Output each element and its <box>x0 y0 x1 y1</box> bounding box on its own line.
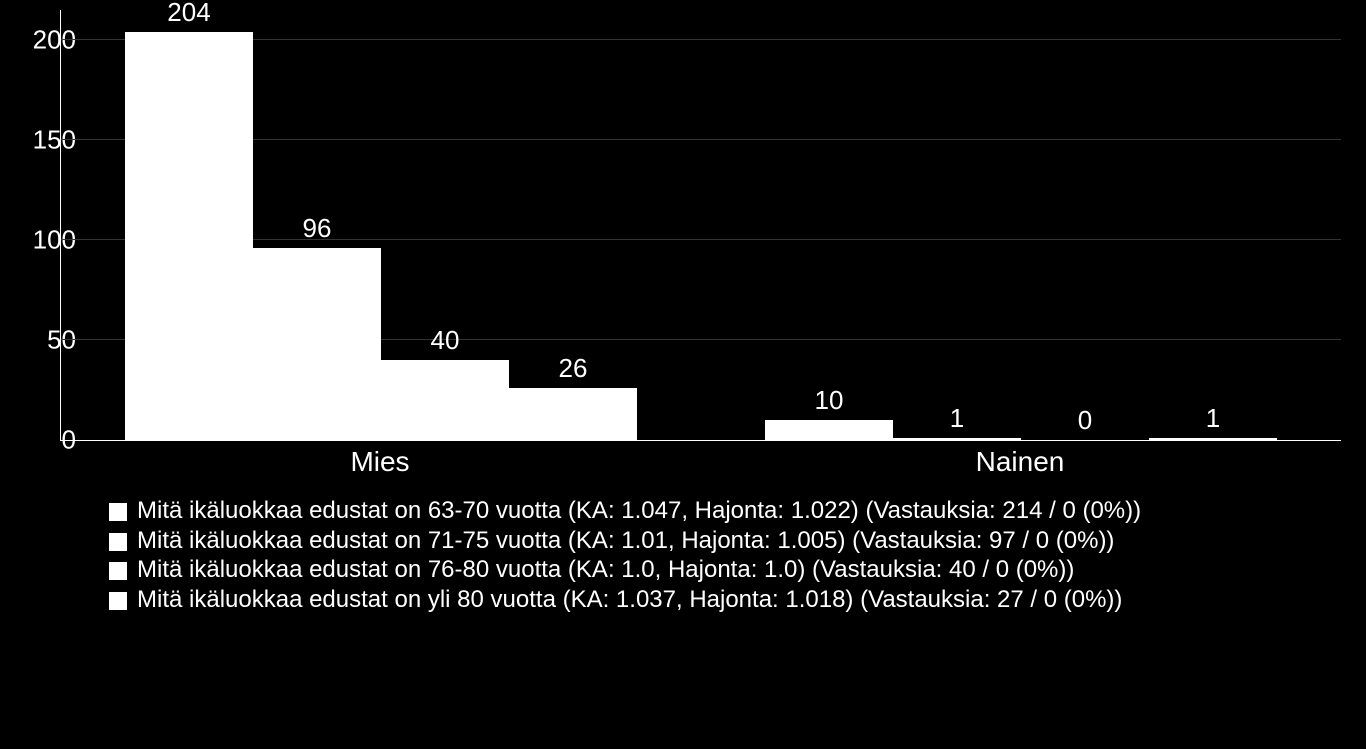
bar-mies-3: 26 <box>509 388 637 440</box>
bar-value-label: 10 <box>765 385 893 416</box>
bar-value-label: 26 <box>509 353 637 384</box>
bar-mies-2: 40 <box>381 360 509 440</box>
legend-label: Mitä ikäluokkaa edustat on yli 80 vuotta… <box>137 586 1122 614</box>
legend-item: Mitä ikäluokkaa edustat on 76-80 vuotta … <box>109 556 1289 584</box>
bar-nainen-3: 1 <box>1149 438 1277 440</box>
legend-item: Mitä ikäluokkaa edustat on 71-75 vuotta … <box>109 527 1289 555</box>
legend-swatch-icon <box>109 592 127 610</box>
plot-area: 204 96 40 26 10 1 0 1 <box>60 10 1341 441</box>
bars-container: 204 96 40 26 10 1 0 1 <box>61 10 1341 440</box>
legend-swatch-icon <box>109 562 127 580</box>
x-category-label: Nainen <box>976 446 1065 478</box>
bar-nainen-0: 10 <box>765 420 893 440</box>
bar-value-label: 204 <box>125 0 253 28</box>
bar-mies-0: 204 <box>125 32 253 440</box>
legend-label: Mitä ikäluokkaa edustat on 76-80 vuotta … <box>137 556 1074 584</box>
legend: Mitä ikäluokkaa edustat on 63-70 vuotta … <box>100 490 1298 620</box>
bar-value-label: 0 <box>1021 405 1149 436</box>
legend-item: Mitä ikäluokkaa edustat on 63-70 vuotta … <box>109 497 1289 525</box>
legend-swatch-icon <box>109 503 127 521</box>
legend-label: Mitä ikäluokkaa edustat on 63-70 vuotta … <box>137 497 1141 525</box>
bar-mies-1: 96 <box>253 248 381 440</box>
bar-value-label: 1 <box>893 403 1021 434</box>
bar-nainen-1: 1 <box>893 438 1021 440</box>
bar-value-label: 96 <box>253 213 381 244</box>
x-category-label: Mies <box>350 446 409 478</box>
bar-chart: 0 50 100 150 200 204 96 40 26 10 <box>0 0 1366 749</box>
bar-value-label: 40 <box>381 325 509 356</box>
legend-label: Mitä ikäluokkaa edustat on 71-75 vuotta … <box>137 527 1114 555</box>
bar-value-label: 1 <box>1149 403 1277 434</box>
legend-swatch-icon <box>109 533 127 551</box>
legend-item: Mitä ikäluokkaa edustat on yli 80 vuotta… <box>109 586 1289 614</box>
